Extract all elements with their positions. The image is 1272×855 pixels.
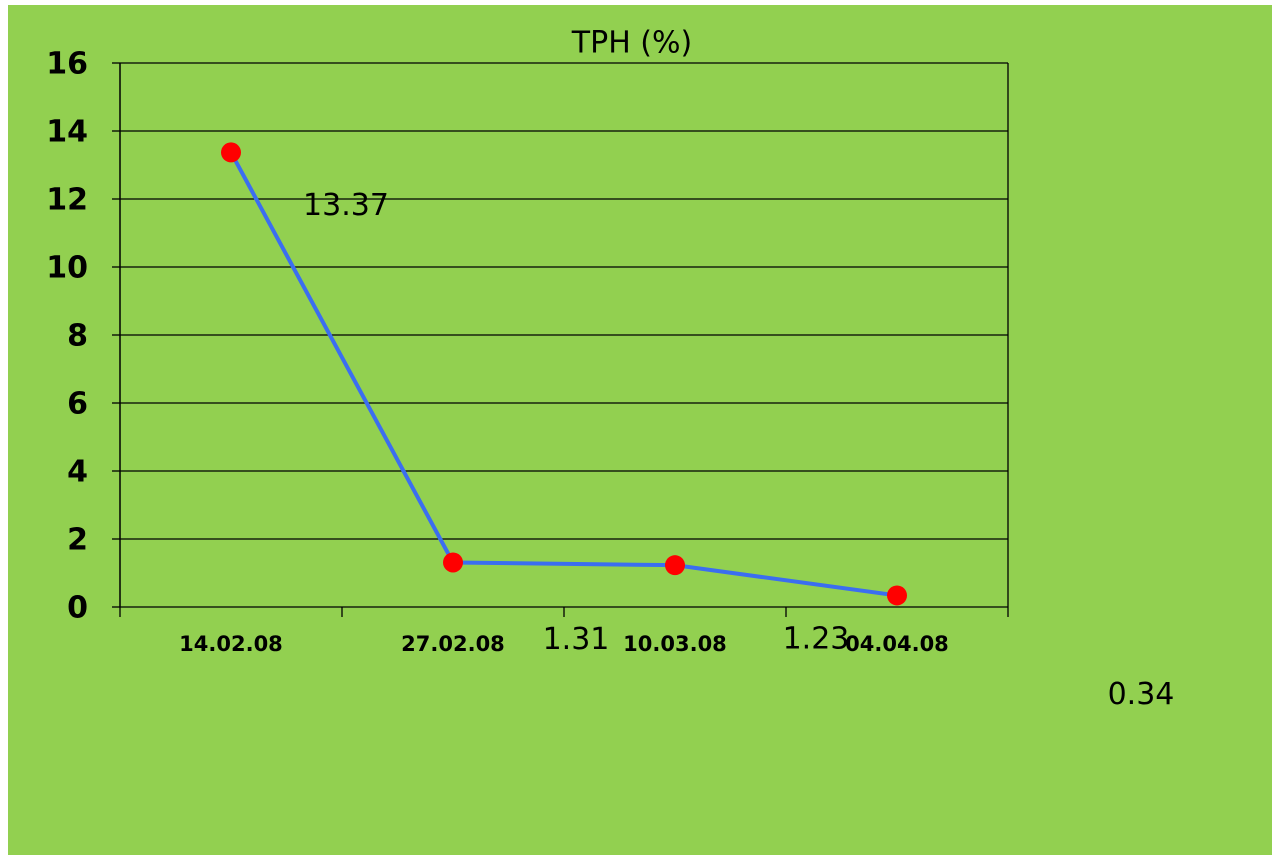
chart-title: TPH (%) — [571, 26, 692, 61]
line — [229, 151, 898, 598]
chart-background — [8, 5, 1272, 855]
marker — [221, 142, 241, 163]
data-label: 1.23 — [783, 622, 850, 657]
y-tick-label: 2 — [67, 523, 88, 558]
marker — [887, 585, 907, 606]
y-tick-label: 4 — [67, 455, 88, 490]
x-tick-label: 14.02.08 — [179, 632, 283, 656]
x-tick-label: 27.02.08 — [401, 632, 505, 656]
x-tick-label: 10.03.08 — [623, 632, 727, 656]
marker — [665, 555, 685, 576]
y-tick-label: 12 — [46, 183, 88, 218]
data-label: 1.31 — [543, 622, 610, 657]
data-label: 13.37 — [303, 188, 389, 223]
y-tick-label: 8 — [67, 319, 88, 354]
y-tick-label: 16 — [46, 47, 88, 82]
y-tick-label: 0 — [67, 591, 88, 626]
data-label: 0.34 — [1108, 677, 1175, 712]
y-tick-label: 6 — [67, 387, 88, 422]
x-tick-label: 04.04.08 — [845, 632, 949, 656]
marker — [443, 552, 463, 573]
y-tick-label: 10 — [46, 251, 88, 286]
y-tick-label: 14 — [46, 115, 88, 150]
